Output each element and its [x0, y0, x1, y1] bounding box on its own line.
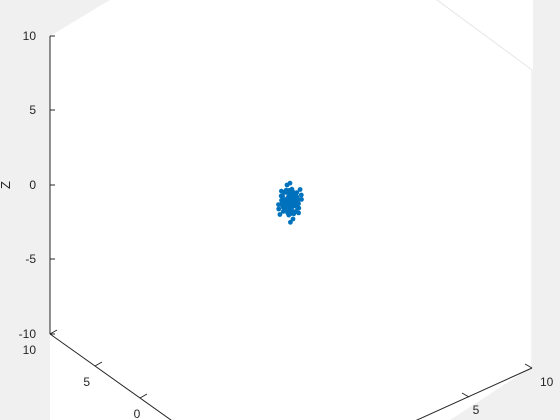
scatter-point: [284, 206, 290, 212]
y-tick-label: 10: [23, 343, 37, 357]
y-tick-mark: [49, 329, 58, 335]
z-tick-label: -10: [19, 327, 37, 341]
z-tick-label: -5: [25, 252, 36, 266]
y-tick-label: 0: [134, 407, 141, 420]
scatter-point: [284, 196, 290, 202]
scatter-points: [276, 180, 304, 225]
scatter-point: [276, 206, 282, 212]
scatter-point: [286, 191, 291, 197]
scatter-point: [285, 200, 291, 206]
y-tick-label: 5: [83, 375, 90, 389]
z-axis-ticks: 10 5 0 -5 -10: [19, 29, 55, 341]
scatter-point: [290, 192, 296, 197]
scatter-point: [296, 197, 302, 203]
x-tick-mark: [524, 363, 533, 369]
scatter-point: [289, 208, 294, 213]
z-tick-label: 0: [29, 178, 36, 192]
x-tick-label: 5: [473, 403, 480, 417]
y-tick-mark: [139, 393, 148, 399]
y-axis-ticks: 10 5 0: [23, 329, 148, 420]
scatter-point: [279, 188, 284, 194]
scatter-point: [295, 205, 300, 211]
scatter-point: [277, 212, 283, 217]
scatter-point: [297, 187, 303, 192]
scatter-point: [296, 210, 301, 216]
x-tick-mark: [461, 392, 470, 398]
scatter-point: [280, 194, 285, 199]
scatter-point: [278, 202, 284, 207]
y-axis-line: [49, 333, 172, 420]
scatter-point: [298, 192, 304, 198]
x-axis-ticks: 10 5: [461, 363, 554, 417]
scatter-point: [284, 182, 290, 188]
scatter-point: [288, 219, 293, 225]
z-tick-label: 5: [29, 103, 36, 117]
scatter-point: [290, 216, 296, 222]
y-tick-mark: [94, 361, 103, 367]
z-axis-label: Z: [0, 181, 13, 189]
back-edge-top: [436, 0, 533, 71]
x-tick-label: 10: [540, 375, 554, 389]
z-tick-label: 10: [23, 29, 37, 43]
